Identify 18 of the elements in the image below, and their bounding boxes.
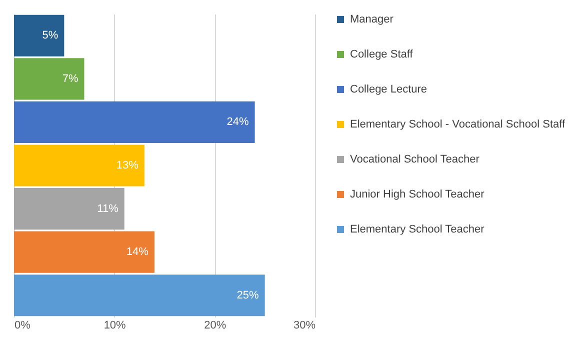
legend-label: College Lecture — [350, 84, 428, 96]
legend-label: Manager — [350, 14, 394, 26]
legend-label: Junior High School Teacher — [350, 188, 485, 200]
data-label: 7% — [62, 72, 78, 85]
x-tick-label: 10% — [104, 320, 126, 332]
data-label: 11% — [97, 202, 119, 215]
legend-label: College Staff — [350, 48, 414, 60]
data-label: 5% — [42, 30, 58, 42]
data-label: 13% — [116, 160, 139, 172]
x-tick-label: 30% — [293, 320, 316, 332]
data-label: 14% — [126, 246, 149, 258]
legend-label: Elementary School Teacher — [350, 224, 485, 236]
legend-label: Elementary School - Vocational School Staff — [350, 118, 566, 130]
legend-label: Vocational School Teacher — [350, 154, 480, 166]
x-tick-label: 0% — [14, 320, 31, 332]
data-label: 24% — [226, 116, 250, 128]
x-tick-label: 20% — [204, 320, 226, 332]
data-label: 25% — [236, 289, 260, 302]
